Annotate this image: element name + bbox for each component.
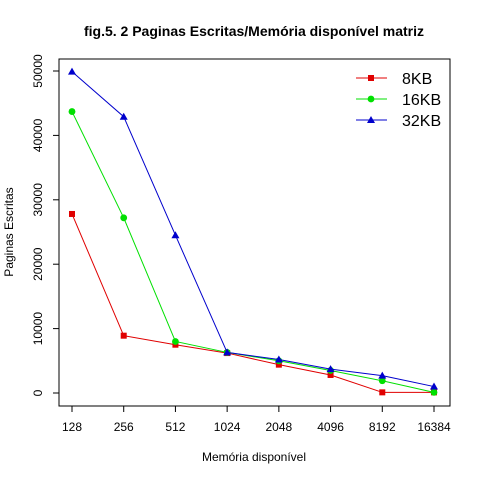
data-point xyxy=(430,388,438,396)
legend-item: 32KB xyxy=(356,113,441,130)
legend-marker xyxy=(367,116,375,123)
legend-label: 32KB xyxy=(402,113,441,130)
legend-label: 16KB xyxy=(402,92,441,109)
plot-frame xyxy=(58,58,451,407)
data-point xyxy=(68,67,76,75)
y-tick-label: 30000 xyxy=(31,183,45,217)
x-tick-label: 4096 xyxy=(317,420,344,434)
data-point xyxy=(378,371,387,379)
data-point xyxy=(119,112,128,120)
series-line xyxy=(71,213,434,393)
data-point xyxy=(172,338,179,345)
data-point xyxy=(171,231,180,239)
data-point xyxy=(275,361,282,368)
y-tick-label: 40000 xyxy=(31,118,45,152)
data-point xyxy=(327,371,334,378)
series-16KB xyxy=(68,108,438,396)
y-tick-label: 20000 xyxy=(31,247,45,281)
data-point xyxy=(68,108,76,115)
data-point xyxy=(120,332,127,339)
y-tick-label: 50000 xyxy=(31,54,45,88)
x-tick-label: 256 xyxy=(114,420,134,434)
x-tick-label: 16384 xyxy=(417,420,451,434)
data-point xyxy=(430,382,438,390)
x-tick-label: 512 xyxy=(165,420,185,434)
data-point xyxy=(120,214,128,222)
axes: 128 256 512 1024 2048 4096 8192 16384 0 10000 2000… xyxy=(31,54,451,434)
legend-item: 8KB xyxy=(356,71,432,88)
x-tick-label: 128 xyxy=(62,420,82,434)
data-point xyxy=(378,377,386,385)
series-8KB xyxy=(69,210,437,396)
legend-marker xyxy=(367,95,375,103)
legend-label: 8KB xyxy=(402,71,432,88)
x-axis-label: Memória disponível xyxy=(202,450,306,464)
data-point xyxy=(326,365,335,373)
legend-item: 16KB xyxy=(356,92,441,109)
y-tick-label: 0 xyxy=(31,389,45,396)
data-point xyxy=(274,355,283,363)
x-tick-label: 8192 xyxy=(369,420,396,434)
chart-title: fig.5. 2 Paginas Escritas/Memória dispon… xyxy=(84,23,424,39)
x-tick-label: 2048 xyxy=(266,420,293,434)
series-line xyxy=(71,71,435,388)
legend-marker xyxy=(368,75,374,81)
data-point xyxy=(223,348,232,356)
y-axis-label: Paginas Escritas xyxy=(2,187,16,276)
x-tick-label: 1024 xyxy=(214,420,241,434)
data-point xyxy=(379,389,386,396)
legend: 8KB 16KB 32KB xyxy=(356,71,441,130)
data-point xyxy=(69,210,75,217)
series-layer xyxy=(68,67,438,396)
y-tick-label: 10000 xyxy=(31,312,45,346)
series-line xyxy=(71,111,435,393)
series-32KB xyxy=(68,67,438,390)
